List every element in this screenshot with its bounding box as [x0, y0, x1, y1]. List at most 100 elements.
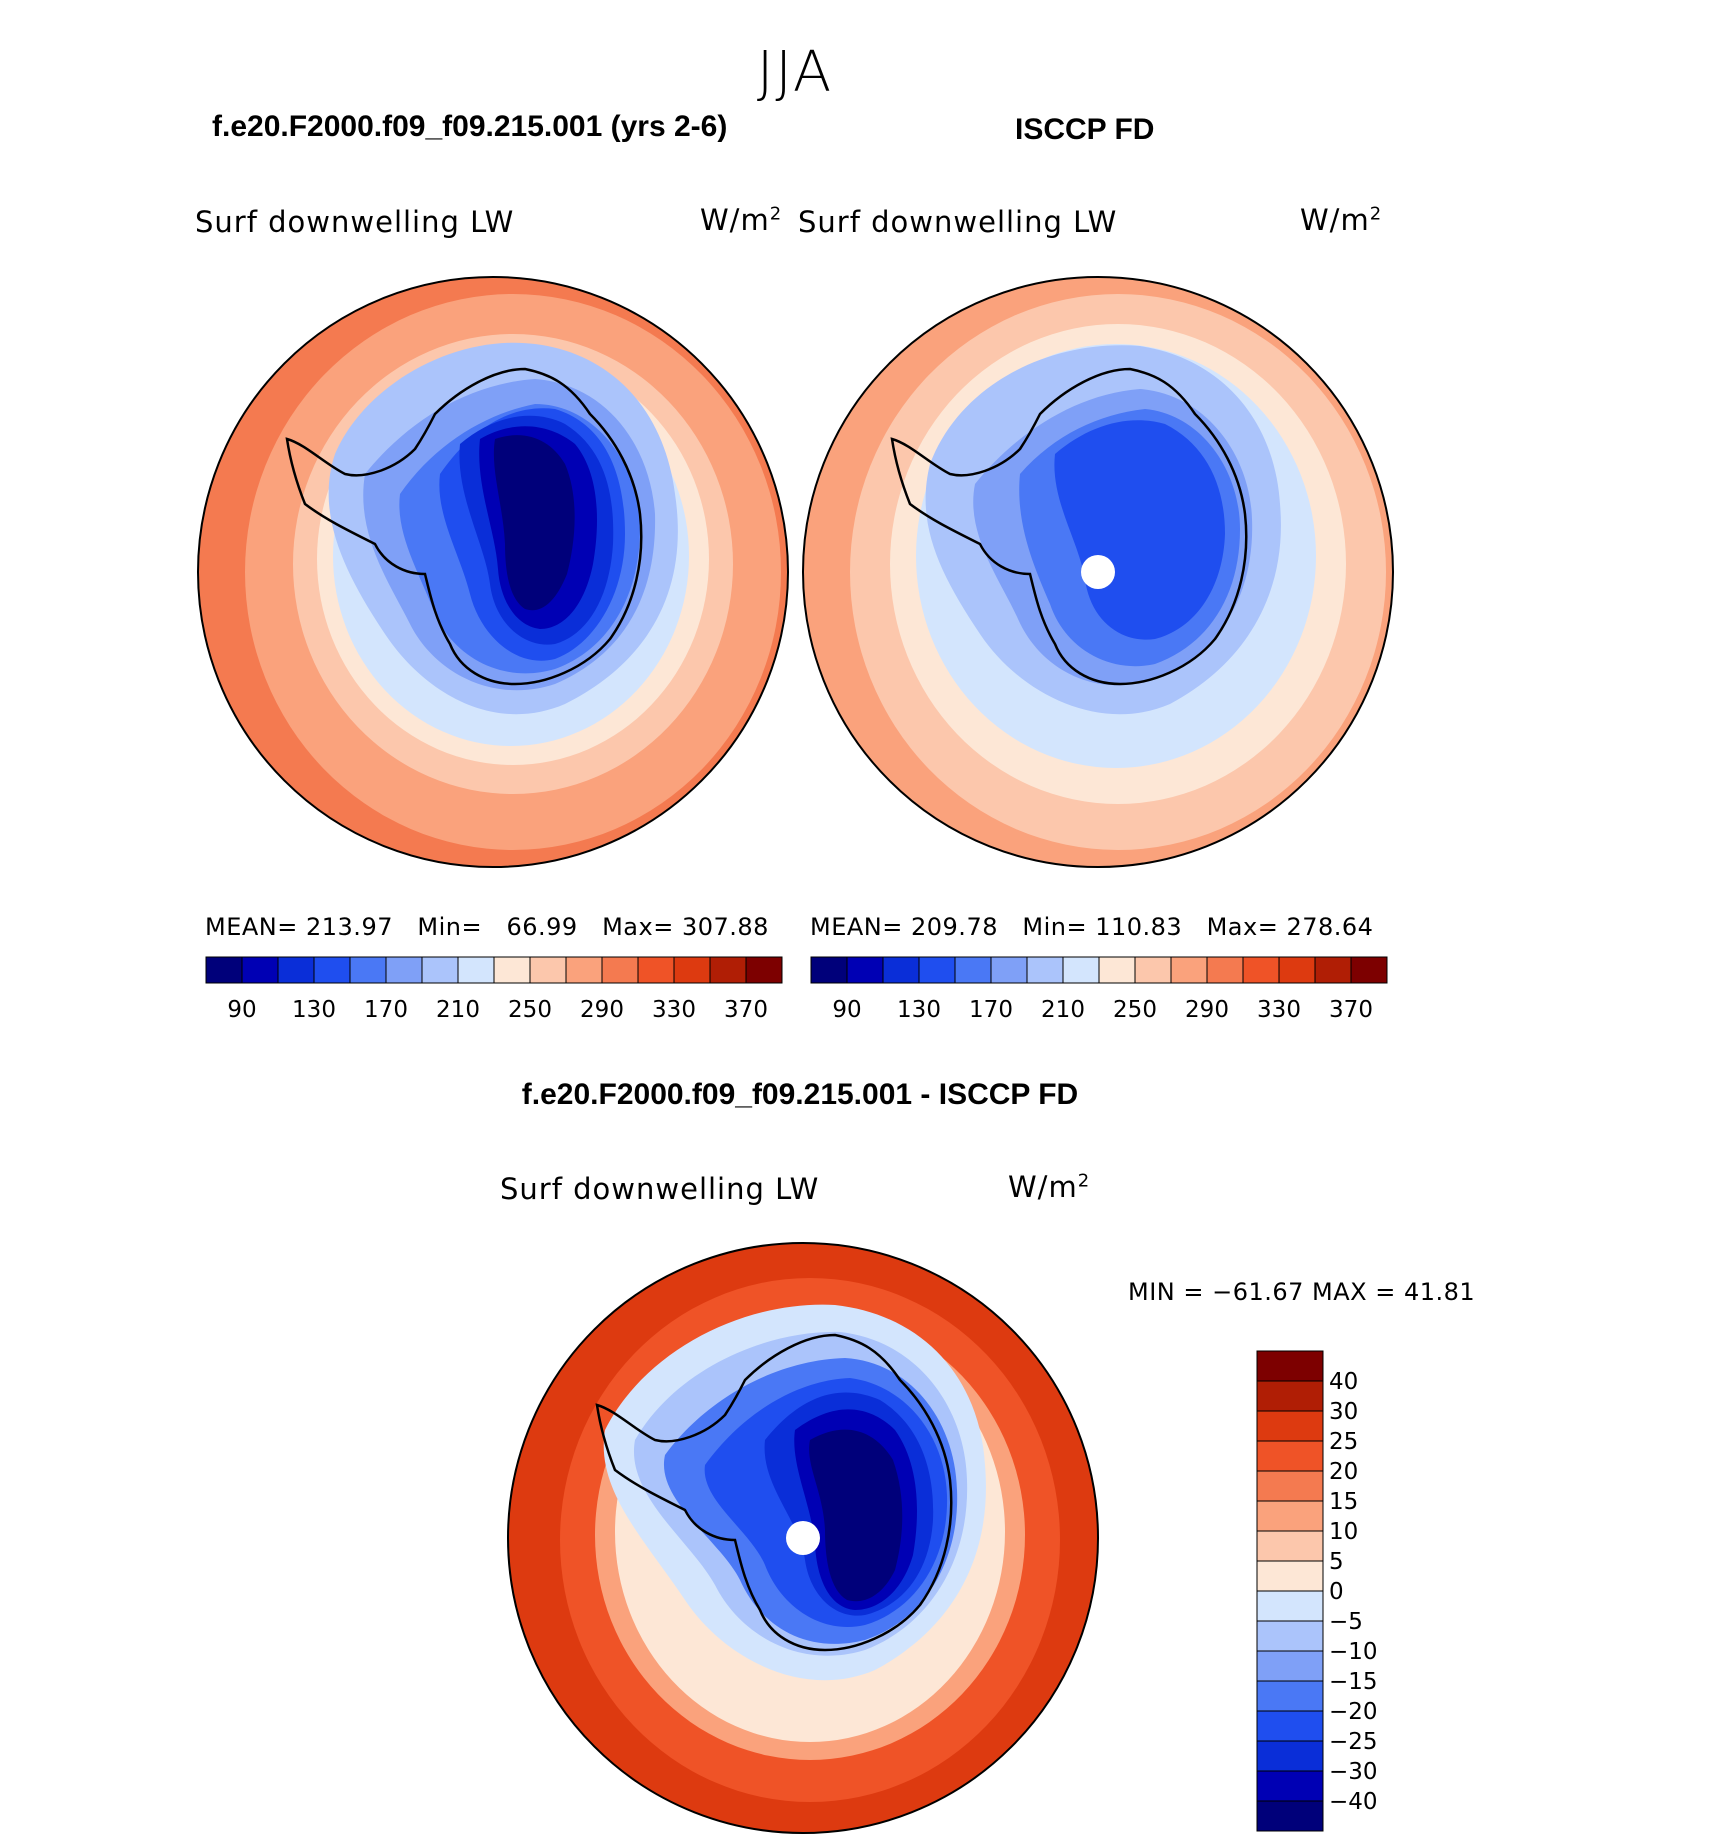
colorbar-tick-label: 210 — [436, 997, 480, 1023]
difference-title: f.e20.F2000.f09_f09.215.001 - ISCCP FD — [521, 1078, 1079, 1111]
colorbar-swatch — [990, 956, 1028, 984]
colorbar-swatch — [1170, 956, 1208, 984]
colorbar-tick-label: 330 — [1257, 997, 1301, 1023]
panel-right-variable: Surf downwelling LW — [798, 205, 1118, 239]
map-difference — [507, 1242, 1099, 1834]
panel-right-title: ISCCP FD — [1015, 113, 1155, 146]
coastline-antarctica — [285, 367, 643, 686]
colorbar-swatch — [1256, 1350, 1324, 1382]
colorbar-swatch — [882, 956, 920, 984]
colorbar-tick-label: 370 — [1329, 997, 1373, 1023]
colorbar-swatch — [918, 956, 956, 984]
season-title: JJA — [756, 40, 834, 105]
coastline-antarctica — [595, 1333, 953, 1652]
colorbar-tick-label: 290 — [1185, 997, 1229, 1023]
colorbar-swatch — [954, 956, 992, 984]
colorbar-tick-label: −15 — [1329, 1669, 1378, 1695]
map-obs — [802, 276, 1394, 868]
colorbar-swatch — [745, 956, 783, 984]
colorbar-swatch — [601, 956, 639, 984]
colorbar-tick-label: 0 — [1329, 1579, 1344, 1605]
colorbar-swatch — [385, 956, 423, 984]
colorbar-swatch — [1256, 1530, 1324, 1562]
colorbar-tick-label: 130 — [897, 997, 941, 1023]
colorbar-swatch — [1098, 956, 1136, 984]
colorbar-swatch — [313, 956, 351, 984]
colorbar-tick-label: −25 — [1329, 1729, 1378, 1755]
panel-right-stats: MEAN= 209.78 Min= 110.83 Max= 278.64 — [810, 913, 1374, 941]
map-model-border — [197, 276, 789, 868]
colorbar-swatch — [1206, 956, 1244, 984]
colorbar-swatch — [810, 956, 848, 984]
colorbar-tick-label: 15 — [1329, 1489, 1358, 1515]
colorbar-tick-label: 30 — [1329, 1399, 1358, 1425]
colorbar-tick-label: 210 — [1041, 997, 1085, 1023]
colorbar-tick-label: −30 — [1329, 1759, 1378, 1785]
colorbar-swatch — [349, 956, 387, 984]
colorbar-swatch — [493, 956, 531, 984]
colorbar-swatch — [1256, 1560, 1324, 1592]
colorbar-swatch — [1256, 1410, 1324, 1442]
panel-left-units: W/m2 — [700, 203, 783, 237]
colorbar-swatch — [565, 956, 603, 984]
difference-variable: Surf downwelling LW — [500, 1172, 820, 1206]
colorbar-swatch — [1134, 956, 1172, 984]
colorbar-swatch — [1256, 1650, 1324, 1682]
colorbar-tick-label: −5 — [1329, 1609, 1363, 1635]
colorbar-swatch — [1256, 1620, 1324, 1652]
colorbar-right: 90 130 170 210 250 290 330 370 — [810, 956, 1388, 1023]
colorbar-difference: 40 30 25 20 15 10 5 0 −5 −10 −15 −20 −25 −30 −40 — [1256, 1350, 1378, 1832]
map-difference-border — [507, 1242, 1099, 1834]
colorbar-tick-label: 5 — [1329, 1549, 1344, 1575]
panel-left-stats: MEAN= 213.97 Min= 66.99 Max= 307.88 — [205, 913, 769, 941]
colorbar-swatch — [205, 956, 243, 984]
panel-left-title: f.e20.F2000.f09_f09.215.001 (yrs 2-6) — [212, 110, 728, 143]
colorbar-swatch — [1256, 1740, 1324, 1772]
colorbar-tick-label: −40 — [1329, 1789, 1378, 1815]
colorbar-swatch — [1256, 1470, 1324, 1502]
colorbar-swatch — [1256, 1770, 1324, 1802]
colorbar-swatch — [1256, 1800, 1324, 1832]
colorbar-tick-label: 250 — [508, 997, 552, 1023]
colorbar-swatch — [421, 956, 459, 984]
panel-right-units: W/m2 — [1300, 203, 1383, 237]
colorbar-tick-label: 90 — [227, 997, 256, 1023]
colorbar-swatch — [709, 956, 747, 984]
colorbar-swatch — [529, 956, 567, 984]
colorbar-swatch — [1242, 956, 1280, 984]
colorbar-swatch — [1256, 1680, 1324, 1712]
coastline-antarctica — [890, 367, 1248, 686]
colorbar-tick-label: 170 — [969, 997, 1013, 1023]
colorbar-tick-label: −20 — [1329, 1699, 1378, 1725]
map-obs-border — [802, 276, 1394, 868]
colorbar-swatch — [1278, 956, 1316, 984]
colorbar-tick-label: −10 — [1329, 1639, 1378, 1665]
colorbar-tick-label: 170 — [364, 997, 408, 1023]
colorbar-tick-label: 330 — [652, 997, 696, 1023]
colorbar-swatch — [1256, 1500, 1324, 1532]
difference-range: MIN = −61.67 MAX = 41.81 — [1128, 1278, 1476, 1306]
difference-units: W/m2 — [1008, 1170, 1091, 1204]
colorbar-tick-label: 90 — [832, 997, 861, 1023]
colorbar-swatch — [637, 956, 675, 984]
colorbar-swatch — [1256, 1710, 1324, 1742]
colorbar-swatch — [1256, 1380, 1324, 1412]
colorbar-swatch — [846, 956, 884, 984]
colorbar-tick-label: 290 — [580, 997, 624, 1023]
polar-missing-data — [786, 1521, 820, 1555]
colorbar-tick-label: 20 — [1329, 1459, 1358, 1485]
colorbar-swatch — [1350, 956, 1388, 984]
colorbar-tick-label: 25 — [1329, 1429, 1358, 1455]
colorbar-swatch — [457, 956, 495, 984]
colorbar-swatch — [1256, 1440, 1324, 1472]
colorbar-tick-label: 10 — [1329, 1519, 1358, 1545]
colorbar-tick-label: 370 — [724, 997, 768, 1023]
colorbar-swatch — [277, 956, 315, 984]
colorbar-swatch — [673, 956, 711, 984]
map-model — [197, 276, 789, 868]
colorbar-tick-label: 40 — [1329, 1369, 1358, 1395]
colorbar-tick-label: 250 — [1113, 997, 1157, 1023]
colorbar-swatch — [1314, 956, 1352, 984]
colorbar-swatch — [1026, 956, 1064, 984]
colorbar-left: 90 130 170 210 250 290 330 370 — [205, 956, 783, 1023]
